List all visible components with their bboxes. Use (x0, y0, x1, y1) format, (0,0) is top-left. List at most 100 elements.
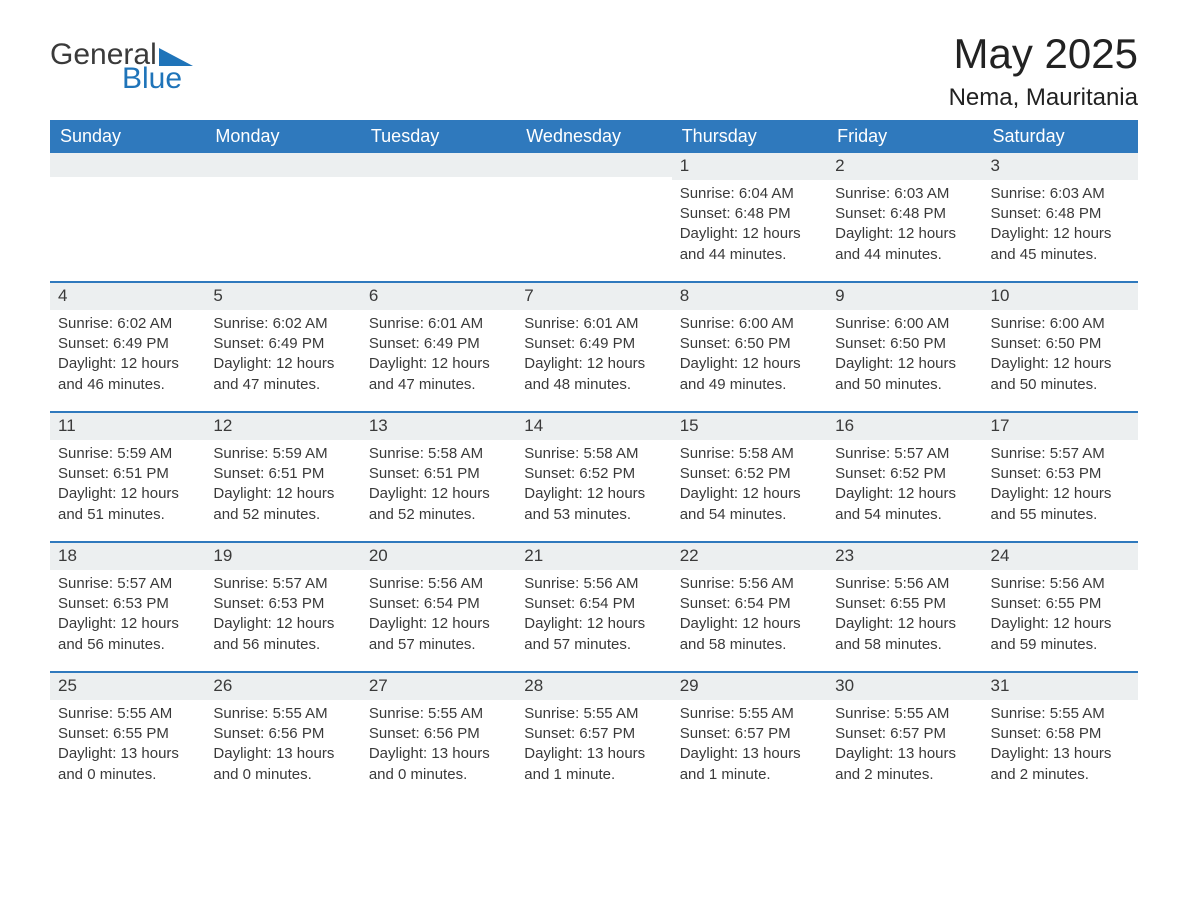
month-title: May 2025 (949, 30, 1138, 78)
daylight-text: Daylight: 12 hours and 44 minutes. (680, 224, 819, 265)
day-cell: 12Sunrise: 5:59 AMSunset: 6:51 PMDayligh… (205, 413, 360, 541)
day-number: 25 (50, 673, 205, 700)
day-body: Sunrise: 5:56 AMSunset: 6:55 PMDaylight:… (827, 570, 982, 665)
sunset-text: Sunset: 6:55 PM (58, 724, 197, 744)
day-cell: 5Sunrise: 6:02 AMSunset: 6:49 PMDaylight… (205, 283, 360, 411)
calendar: SundayMondayTuesdayWednesdayThursdayFrid… (50, 120, 1138, 801)
day-body: Sunrise: 6:02 AMSunset: 6:49 PMDaylight:… (205, 310, 360, 405)
day-number: 29 (672, 673, 827, 700)
day-number: 27 (361, 673, 516, 700)
sunrise-text: Sunrise: 5:56 AM (680, 574, 819, 594)
day-cell: 9Sunrise: 6:00 AMSunset: 6:50 PMDaylight… (827, 283, 982, 411)
sunset-text: Sunset: 6:49 PM (369, 334, 508, 354)
day-number: 31 (983, 673, 1138, 700)
day-number: 13 (361, 413, 516, 440)
sunrise-text: Sunrise: 6:03 AM (835, 184, 974, 204)
sunrise-text: Sunrise: 5:55 AM (835, 704, 974, 724)
sunrise-text: Sunrise: 5:57 AM (835, 444, 974, 464)
day-number: 1 (672, 153, 827, 180)
daylight-text: Daylight: 12 hours and 57 minutes. (369, 614, 508, 655)
day-cell: 28Sunrise: 5:55 AMSunset: 6:57 PMDayligh… (516, 673, 671, 801)
day-number: 26 (205, 673, 360, 700)
empty-day-bar (50, 153, 205, 177)
weekday-header: Sunday (50, 120, 205, 153)
sunset-text: Sunset: 6:51 PM (213, 464, 352, 484)
day-cell: 22Sunrise: 5:56 AMSunset: 6:54 PMDayligh… (672, 543, 827, 671)
empty-day-bar (361, 153, 516, 177)
weekday-header: Tuesday (361, 120, 516, 153)
day-cell (50, 153, 205, 281)
day-body: Sunrise: 6:00 AMSunset: 6:50 PMDaylight:… (827, 310, 982, 405)
day-body: Sunrise: 6:03 AMSunset: 6:48 PMDaylight:… (983, 180, 1138, 275)
day-cell: 26Sunrise: 5:55 AMSunset: 6:56 PMDayligh… (205, 673, 360, 801)
sunrise-text: Sunrise: 5:55 AM (524, 704, 663, 724)
day-cell: 27Sunrise: 5:55 AMSunset: 6:56 PMDayligh… (361, 673, 516, 801)
day-body: Sunrise: 5:59 AMSunset: 6:51 PMDaylight:… (205, 440, 360, 535)
daylight-text: Daylight: 12 hours and 44 minutes. (835, 224, 974, 265)
daylight-text: Daylight: 12 hours and 47 minutes. (213, 354, 352, 395)
sunset-text: Sunset: 6:52 PM (524, 464, 663, 484)
sunset-text: Sunset: 6:48 PM (680, 204, 819, 224)
day-number: 21 (516, 543, 671, 570)
sunset-text: Sunset: 6:50 PM (991, 334, 1130, 354)
sunrise-text: Sunrise: 6:03 AM (991, 184, 1130, 204)
day-number: 10 (983, 283, 1138, 310)
day-body: Sunrise: 5:57 AMSunset: 6:53 PMDaylight:… (205, 570, 360, 665)
day-body: Sunrise: 5:58 AMSunset: 6:52 PMDaylight:… (672, 440, 827, 535)
sunset-text: Sunset: 6:49 PM (524, 334, 663, 354)
day-number: 7 (516, 283, 671, 310)
weekday-header: Thursday (672, 120, 827, 153)
day-body: Sunrise: 5:57 AMSunset: 6:52 PMDaylight:… (827, 440, 982, 535)
sunset-text: Sunset: 6:53 PM (213, 594, 352, 614)
sunset-text: Sunset: 6:53 PM (58, 594, 197, 614)
day-body: Sunrise: 5:57 AMSunset: 6:53 PMDaylight:… (983, 440, 1138, 535)
sunrise-text: Sunrise: 5:58 AM (524, 444, 663, 464)
day-cell: 8Sunrise: 6:00 AMSunset: 6:50 PMDaylight… (672, 283, 827, 411)
day-number: 18 (50, 543, 205, 570)
sunset-text: Sunset: 6:56 PM (369, 724, 508, 744)
daylight-text: Daylight: 12 hours and 52 minutes. (213, 484, 352, 525)
daylight-text: Daylight: 12 hours and 48 minutes. (524, 354, 663, 395)
sunset-text: Sunset: 6:58 PM (991, 724, 1130, 744)
daylight-text: Daylight: 12 hours and 46 minutes. (58, 354, 197, 395)
day-body: Sunrise: 5:55 AMSunset: 6:56 PMDaylight:… (205, 700, 360, 795)
sunrise-text: Sunrise: 5:55 AM (991, 704, 1130, 724)
day-number: 16 (827, 413, 982, 440)
daylight-text: Daylight: 12 hours and 58 minutes. (835, 614, 974, 655)
day-number: 12 (205, 413, 360, 440)
sunrise-text: Sunrise: 5:58 AM (680, 444, 819, 464)
day-cell: 10Sunrise: 6:00 AMSunset: 6:50 PMDayligh… (983, 283, 1138, 411)
day-number: 3 (983, 153, 1138, 180)
day-body: Sunrise: 6:03 AMSunset: 6:48 PMDaylight:… (827, 180, 982, 275)
sunset-text: Sunset: 6:54 PM (680, 594, 819, 614)
day-body: Sunrise: 5:55 AMSunset: 6:58 PMDaylight:… (983, 700, 1138, 795)
sunrise-text: Sunrise: 6:01 AM (369, 314, 508, 334)
sunset-text: Sunset: 6:55 PM (835, 594, 974, 614)
brand-word-2: Blue (122, 64, 193, 94)
day-cell: 11Sunrise: 5:59 AMSunset: 6:51 PMDayligh… (50, 413, 205, 541)
sunrise-text: Sunrise: 5:57 AM (58, 574, 197, 594)
daylight-text: Daylight: 13 hours and 1 minute. (524, 744, 663, 785)
day-body: Sunrise: 5:56 AMSunset: 6:54 PMDaylight:… (672, 570, 827, 665)
sunrise-text: Sunrise: 5:55 AM (680, 704, 819, 724)
sunset-text: Sunset: 6:48 PM (991, 204, 1130, 224)
empty-day-bar (205, 153, 360, 177)
sunset-text: Sunset: 6:51 PM (58, 464, 197, 484)
weekday-header: Wednesday (516, 120, 671, 153)
week-row: 18Sunrise: 5:57 AMSunset: 6:53 PMDayligh… (50, 541, 1138, 671)
day-number: 14 (516, 413, 671, 440)
day-cell: 7 Sunrise: 6:01 AMSunset: 6:49 PMDaylight… (516, 283, 671, 411)
day-number: 20 (361, 543, 516, 570)
day-body: Sunrise: 5:58 AMSunset: 6:51 PMDaylight:… (361, 440, 516, 535)
sunrise-text: Sunrise: 6:01 AM (524, 314, 663, 334)
weekday-header: Saturday (983, 120, 1138, 153)
sunset-text: Sunset: 6:53 PM (991, 464, 1130, 484)
day-body: Sunrise: 5:56 AMSunset: 6:54 PMDaylight:… (516, 570, 671, 665)
title-block: May 2025 Nema, Mauritania (949, 30, 1138, 112)
empty-day-bar (516, 153, 671, 177)
day-cell: 31Sunrise: 5:55 AMSunset: 6:58 PMDayligh… (983, 673, 1138, 801)
day-body: Sunrise: 6:04 AMSunset: 6:48 PMDaylight:… (672, 180, 827, 275)
day-number: 30 (827, 673, 982, 700)
daylight-text: Daylight: 12 hours and 51 minutes. (58, 484, 197, 525)
day-cell: 6Sunrise: 6:01 AMSunset: 6:49 PMDaylight… (361, 283, 516, 411)
